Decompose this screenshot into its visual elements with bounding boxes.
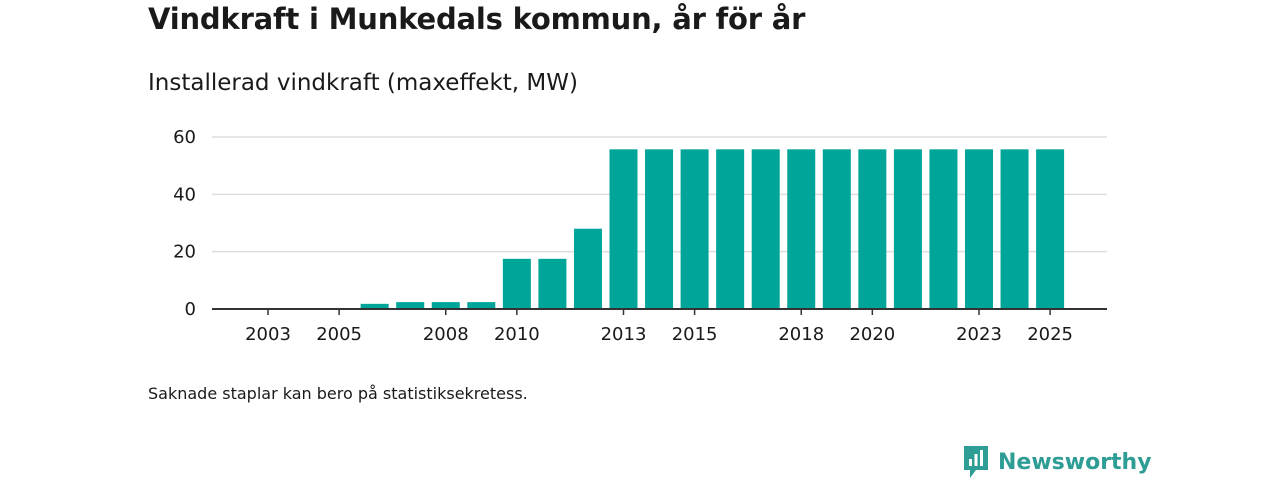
bar xyxy=(396,302,425,309)
x-tick-label: 2005 xyxy=(316,324,362,345)
bar xyxy=(538,258,567,309)
bar xyxy=(965,149,993,309)
bar xyxy=(431,302,460,309)
x-tick-label: 2010 xyxy=(494,324,540,345)
chart-title: Vindkraft i Munkedals kommun, år för år xyxy=(148,2,806,36)
brand-logo: Newsworthy xyxy=(962,444,1152,480)
y-tick-label: 40 xyxy=(173,184,196,205)
x-tick-label: 2020 xyxy=(849,324,895,345)
bar xyxy=(1036,149,1065,309)
x-tick-label: 2023 xyxy=(956,324,1002,345)
x-tick-label: 2025 xyxy=(1027,324,1073,345)
brand-name: Newsworthy xyxy=(998,449,1152,475)
bar xyxy=(787,149,816,309)
bar xyxy=(858,149,887,309)
bar xyxy=(609,149,638,309)
y-tick-label: 60 xyxy=(173,127,196,148)
bar xyxy=(467,302,496,309)
y-tick-label: 20 xyxy=(173,242,196,263)
bar xyxy=(360,303,389,309)
bar xyxy=(645,149,674,309)
bar xyxy=(751,149,780,309)
bar xyxy=(573,228,602,309)
y-tick-label: 0 xyxy=(185,299,196,320)
newsworthy-logo-icon xyxy=(964,446,988,478)
bar xyxy=(716,149,745,309)
bar xyxy=(929,149,958,309)
x-tick-label: 2018 xyxy=(778,324,824,345)
chart-subtitle: Installerad vindkraft (maxeffekt, MW) xyxy=(148,70,578,96)
x-tick-label: 2013 xyxy=(601,324,647,345)
bar xyxy=(893,149,922,309)
y-axis-tick-labels: 0 20 40 60 xyxy=(173,127,196,320)
x-tick-label: 2015 xyxy=(672,324,718,345)
footnote: Saknade staplar kan bero på statistiksek… xyxy=(148,384,528,403)
bar xyxy=(502,258,531,309)
x-tick-label: 2003 xyxy=(245,324,291,345)
x-tick-label: 2008 xyxy=(423,324,469,345)
x-axis-ticks: 2003 2005 2008 2010 2013 2015 2018 2020 2023 2025 xyxy=(245,309,1073,345)
bars xyxy=(360,149,1065,309)
bar xyxy=(822,149,851,309)
bar xyxy=(680,149,709,309)
bar xyxy=(1000,149,1029,309)
